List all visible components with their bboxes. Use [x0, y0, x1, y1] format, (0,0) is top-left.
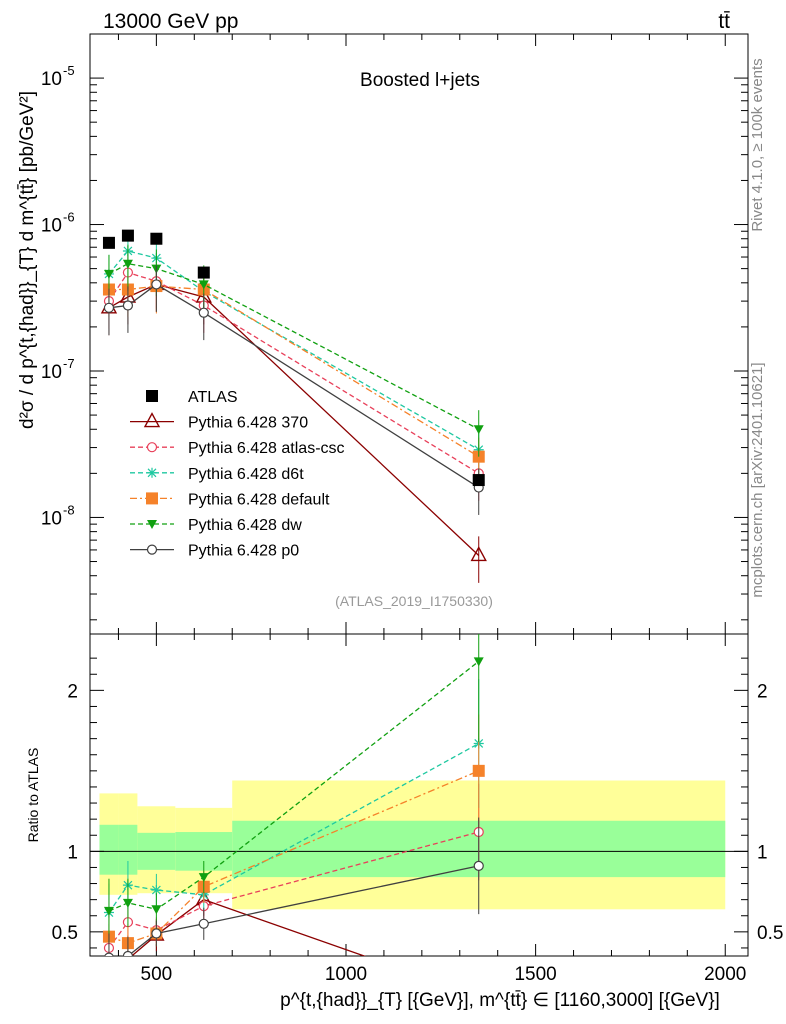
- series-pythia-6-428-p0-ratio: [104, 817, 484, 956]
- legend: ATLAS Pythia 6.428 370 Pythia 6.428 atlas-…: [130, 389, 345, 560]
- y-tick-label-ratio: 1: [67, 842, 78, 863]
- series-atlas: [102, 229, 485, 487]
- data-point: [472, 474, 485, 487]
- x-axis-label: p^{t,{had}}_{T} [{GeV}], m^{tt̄} ∈ [1160…: [280, 990, 720, 1011]
- data-point: [198, 918, 209, 929]
- data-point: [198, 307, 209, 318]
- rivet-version-label: Rivet 4.1.0, ≥ 100k events: [749, 58, 766, 231]
- legend-label: ATLAS: [188, 389, 238, 406]
- y-tick-label-top: 10: [41, 362, 62, 383]
- ratio-band-inner: [99, 824, 119, 875]
- legend-marker: [147, 520, 157, 529]
- data-point: [473, 425, 484, 435]
- data-point: [122, 300, 134, 311]
- legend-marker: [146, 544, 158, 555]
- top-y-axis-label: d²σ / d p^{t,{had}}_{T} d m^{tt̄} [pb/Ge…: [17, 91, 38, 429]
- process-label: tt̄: [718, 10, 730, 33]
- legend-marker: [143, 412, 161, 428]
- analysis-id: (ATLAS_2019_I1750330): [335, 593, 493, 609]
- legend-label: Pythia 6.428 370: [188, 415, 308, 432]
- x-tick-label: 1500: [514, 964, 556, 985]
- data-point: [150, 232, 163, 245]
- ratio-band-inner: [118, 824, 138, 875]
- data-point: [473, 860, 484, 871]
- data-point: [151, 928, 162, 939]
- legend-label: Pythia 6.428 default: [188, 491, 330, 508]
- data-point: [102, 959, 116, 972]
- legend-entry: Pythia 6.428 dw: [130, 517, 302, 534]
- legend-label: Pythia 6.428 atlas-csc: [188, 440, 345, 457]
- x-tick-label: 500: [141, 964, 173, 985]
- legend-marker: [146, 442, 158, 453]
- data-point: [470, 545, 487, 562]
- legend-entry: Pythia 6.428 default: [130, 491, 330, 508]
- y-tick-label-ratio-right: 1: [757, 842, 768, 863]
- y-tick-label-top-exp: -8: [63, 502, 75, 517]
- mcplots-label: mcplots.cern.ch [arXiv:2401.10621]: [749, 362, 766, 597]
- legend-label: Pythia 6.428 p0: [188, 543, 299, 560]
- data-point: [198, 873, 209, 883]
- legend-label: Pythia 6.428 d6t: [188, 466, 304, 483]
- x-tick-label: 1000: [325, 964, 367, 985]
- data-point: [121, 229, 134, 242]
- analysis-title: Boosted l+jets: [360, 70, 480, 91]
- data-point: [122, 259, 133, 269]
- y-tick-label-top-exp: -5: [63, 63, 75, 78]
- data-point: [122, 950, 134, 956]
- y-tick-label-top: 10: [41, 216, 62, 237]
- data-point: [122, 898, 133, 908]
- legend-entry: Pythia 6.428 p0: [130, 543, 299, 560]
- y-tick-label-ratio: 0.5: [52, 923, 78, 944]
- data-point: [151, 279, 162, 290]
- energy-label: 13000 GeV pp: [103, 10, 238, 33]
- data-point: [473, 657, 484, 667]
- ratio-y-axis-label: Ratio to ATLAS: [25, 748, 41, 843]
- data-point: [197, 266, 210, 279]
- y-tick-label-ratio-right: 2: [757, 681, 768, 702]
- data-point: [103, 269, 114, 279]
- series-layer: [100, 229, 487, 972]
- y-tick-label-ratio-right: 0.5: [757, 923, 783, 944]
- x-tick-label: 2000: [704, 964, 746, 985]
- ratio-panel-frame: [89, 633, 749, 957]
- legend-entry: Pythia 6.428 atlas-csc: [130, 440, 345, 457]
- y-tick-label-top: 10: [41, 508, 62, 529]
- data-point: [103, 906, 114, 916]
- data-point: [104, 952, 114, 956]
- series-pythia-6-428-dw-ratio: [103, 634, 484, 944]
- data-point: [102, 236, 115, 249]
- legend-entry: ATLAS: [146, 389, 238, 406]
- data-point: [198, 280, 209, 290]
- series-line: [108, 831, 479, 949]
- legend-marker: [146, 390, 158, 402]
- legend-marker: [146, 492, 158, 505]
- data-point: [151, 884, 162, 895]
- ratio-uncertainty-bands: [99, 780, 726, 910]
- legend-entry: Pythia 6.428 370: [130, 412, 308, 432]
- legend-label: Pythia 6.428 dw: [188, 517, 302, 534]
- legend-marker: [147, 467, 157, 478]
- data-point: [472, 764, 485, 777]
- y-tick-label-top: 10: [41, 69, 62, 90]
- y-tick-label-top-exp: -7: [63, 356, 75, 371]
- data-point: [103, 302, 115, 313]
- legend-entry: Pythia 6.428 d6t: [130, 466, 304, 483]
- data-point: [151, 905, 162, 915]
- y-tick-label-top-exp: -6: [63, 210, 75, 225]
- y-tick-label-ratio: 2: [67, 681, 78, 702]
